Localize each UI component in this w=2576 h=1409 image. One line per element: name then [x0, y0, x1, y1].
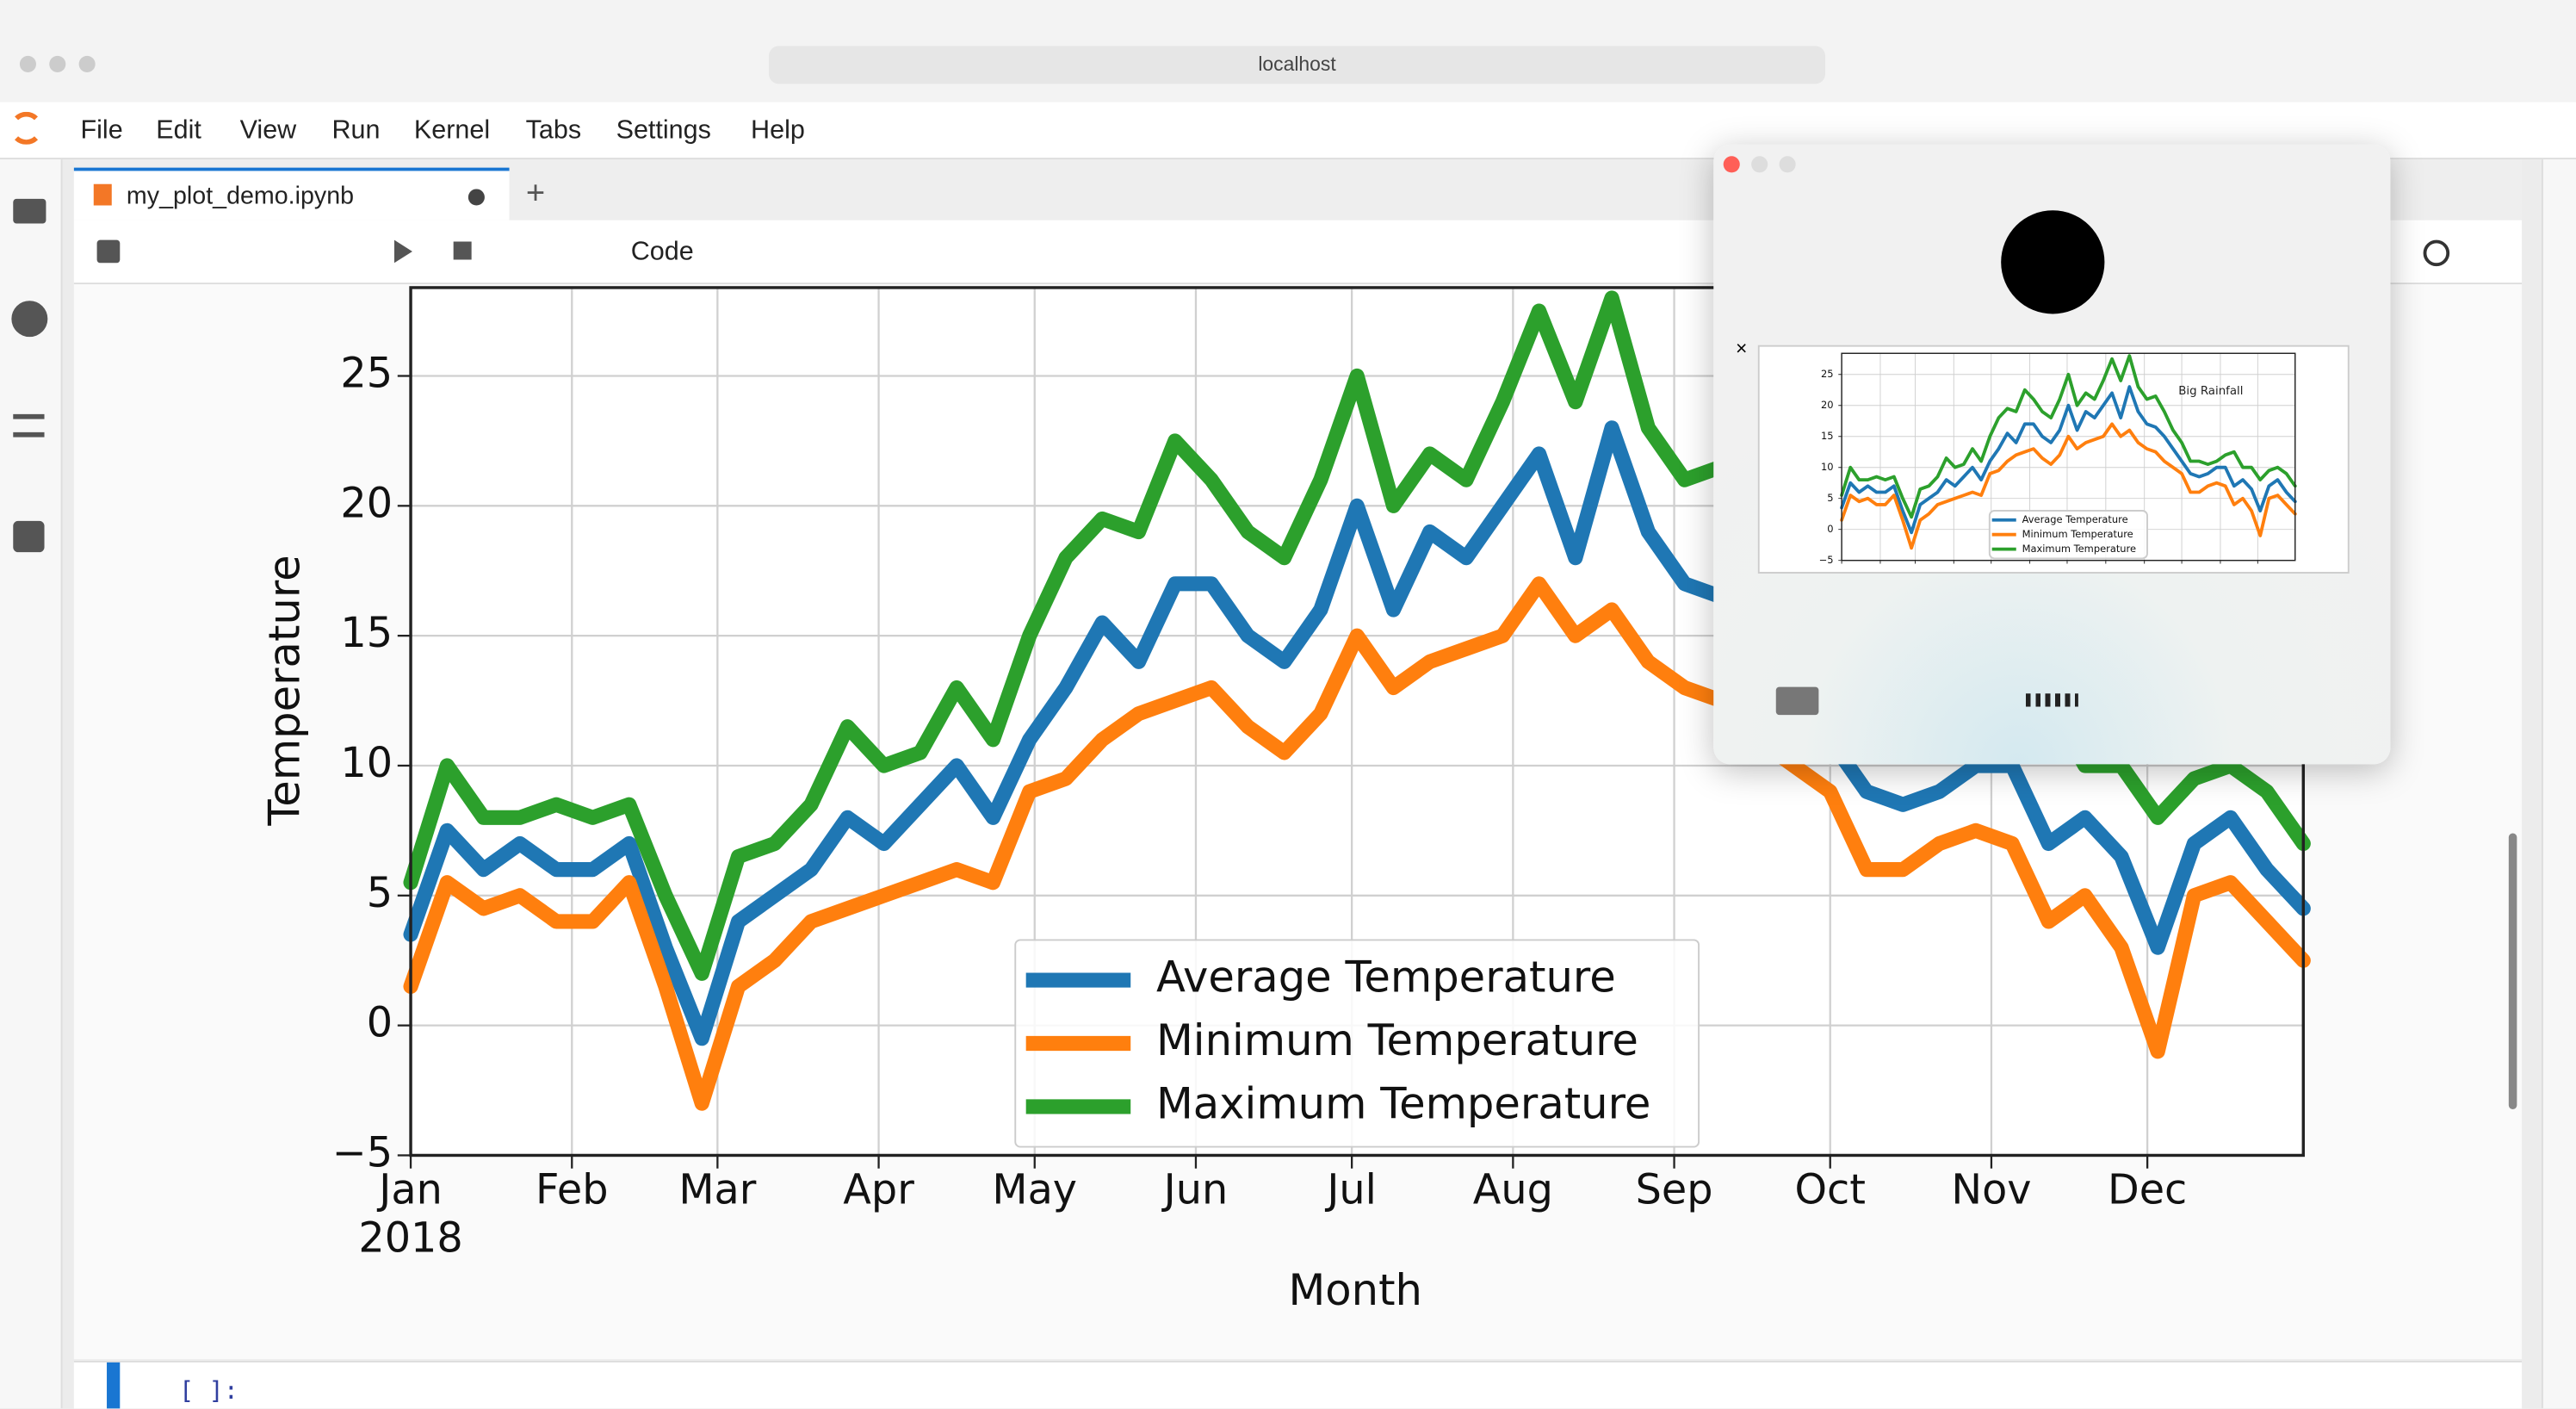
jupyter-logo — [9, 111, 43, 145]
series-line — [403, 420, 2311, 1046]
tab-title: my_plot_demo.ipynb — [126, 182, 355, 211]
menu-item[interactable]: View — [239, 116, 297, 145]
running-icon[interactable] — [11, 301, 48, 338]
x-tick-label: Jul — [1324, 1166, 1377, 1213]
left-sidebar — [0, 159, 63, 1409]
legend-box — [1988, 510, 2148, 560]
y-tick-label: 20 — [340, 480, 393, 527]
legend-label: Minimum Temperature — [2022, 528, 2133, 540]
y-tick-label: 15 — [1821, 430, 1834, 442]
toc-icon[interactable] — [13, 413, 45, 438]
series-line — [1840, 385, 2297, 535]
window-button[interactable] — [78, 55, 96, 72]
x-tick-label: Jun — [1161, 1166, 1229, 1213]
x-tick-label: Dec — [2108, 1166, 2187, 1213]
menu-item[interactable]: File — [80, 116, 123, 145]
menu-item[interactable]: Tabs — [525, 116, 582, 145]
unsaved-dot — [468, 189, 485, 206]
menu-item[interactable]: Kernel — [413, 116, 491, 145]
y-tick-label: 0 — [1827, 523, 1833, 535]
notebook-tab[interactable]: my_plot_demo.ipynb — [73, 167, 510, 220]
minimize-button[interactable] — [1751, 156, 1768, 173]
y-tick-label: 20 — [1821, 399, 1834, 411]
series-line — [403, 576, 2311, 1111]
plot-frame — [1841, 352, 2296, 562]
y-axis-label: Temperature — [259, 555, 309, 826]
address-bar[interactable]: localhost — [769, 46, 1826, 84]
thumbnail-chart: −5 0 5 10 15 20 25 Average Temperature Minimum T… — [1819, 352, 2297, 566]
menu-bar: File Edit View Run Kernel Tabs Settings … — [0, 102, 2576, 160]
legend-label: Average Temperature — [2022, 513, 2128, 525]
menu-item[interactable]: Edit — [156, 116, 201, 145]
legend-label: Maximum Temperature — [2022, 543, 2136, 555]
audio-indicator — [2025, 693, 2078, 707]
legend-box — [1014, 939, 1700, 1148]
x-tick-label: Nov — [1951, 1166, 2031, 1213]
x-axis-label: Month — [1289, 1265, 1423, 1315]
display-icon[interactable] — [1775, 686, 1819, 716]
cell-type-select[interactable]: Code — [630, 238, 694, 267]
x-tick-label: Aug — [1473, 1166, 1553, 1213]
menu-item[interactable]: Run — [331, 116, 381, 145]
browser-bar: localhost — [0, 0, 2576, 104]
y-tick-label: 5 — [367, 870, 393, 917]
stop-button[interactable] — [453, 241, 472, 260]
series-line — [1840, 354, 2297, 519]
thumbnail-annotation: Big Rainfall — [2178, 385, 2243, 398]
thumbnail: −5 0 5 10 15 20 25 Average Temperature Minimum T… — [1757, 344, 2350, 574]
x-year-label: 2018 — [358, 1215, 462, 1263]
new-tab-button[interactable]: + — [525, 176, 546, 213]
thumbnail-close[interactable]: × — [1735, 337, 1748, 360]
cell-active-bar — [107, 1362, 121, 1409]
y-tick-label: 10 — [1821, 461, 1834, 473]
x-tick-label: Mar — [678, 1166, 756, 1213]
menu-item[interactable]: Help — [751, 116, 805, 145]
x-tick-label: Oct — [1795, 1166, 1866, 1213]
window-button[interactable] — [19, 55, 36, 72]
y-tick-label: 25 — [340, 350, 393, 397]
y-tick-label: 10 — [340, 740, 393, 787]
notebook-icon — [93, 183, 112, 206]
file-icon[interactable] — [13, 198, 46, 224]
window-button[interactable] — [49, 55, 66, 72]
x-tick-label: Apr — [843, 1166, 914, 1213]
save-button[interactable] — [96, 239, 121, 264]
x-tick-label: Jan — [376, 1166, 443, 1213]
cell[interactable]: [ ]: — [73, 1360, 2523, 1409]
zoom-button[interactable] — [1779, 156, 1796, 173]
plot: −5 0 5 10 15 20 25 Average Temperature Minimum T… — [1819, 352, 2297, 566]
right-sidebar — [2541, 159, 2576, 1409]
y-tick-label: 25 — [1821, 368, 1834, 380]
menu-item[interactable]: Settings — [616, 116, 711, 145]
legend-label: Minimum Temperature — [1156, 1015, 1638, 1065]
y-tick-label: 5 — [1827, 492, 1833, 504]
close-button[interactable] — [1723, 156, 1740, 173]
overlay-window: × −5 0 5 10 15 20 25 Average Temperature Minimum… — [1713, 144, 2391, 765]
x-tick-label: May — [992, 1166, 1077, 1213]
x-tick-label: Sep — [1636, 1166, 1713, 1213]
record-indicator — [2001, 210, 2105, 314]
kernel-status — [2423, 239, 2450, 267]
legend-label: Average Temperature — [1156, 953, 1616, 1002]
y-tick-label: −5 — [332, 1129, 393, 1176]
url: localhost — [1258, 53, 1336, 76]
x-tick-label: Feb — [536, 1166, 608, 1213]
extension-icon[interactable] — [13, 520, 45, 553]
y-tick-label: 15 — [340, 610, 393, 657]
scrollbar[interactable] — [2508, 833, 2517, 1110]
y-tick-label: −5 — [1819, 554, 1834, 566]
y-tick-label: 0 — [367, 1000, 393, 1047]
cell-prompt: [ ]: — [178, 1375, 238, 1406]
run-button[interactable] — [393, 239, 412, 264]
series-line — [1840, 422, 2297, 550]
legend-label: Maximum Temperature — [1156, 1078, 1650, 1128]
